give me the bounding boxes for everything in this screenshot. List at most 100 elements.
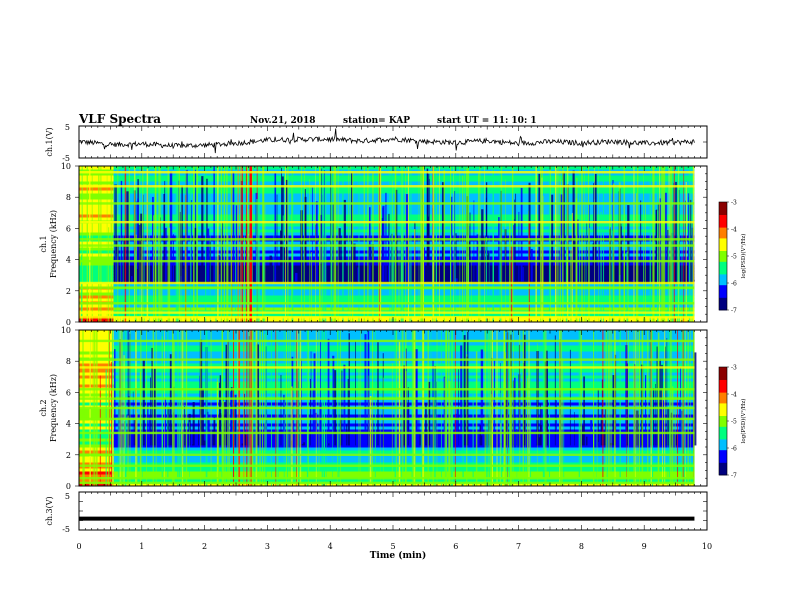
spectrum-streak (114, 184, 117, 282)
spectrum-band (113, 250, 695, 254)
spectrum-impulse (669, 390, 671, 486)
spectrum-impulse (588, 166, 589, 322)
colorbar-cell (719, 214, 727, 217)
ch3-ylabel: ch.3(V) (45, 496, 54, 525)
spectrum-band (79, 226, 114, 230)
spectrum-streak (256, 344, 259, 446)
colorbar-tick-label: -5 (731, 254, 737, 261)
spectrum-streak (656, 346, 658, 446)
spectrum-band (79, 247, 114, 251)
colorbar-cell (719, 299, 727, 302)
colorbar-cell (719, 453, 727, 456)
spectrum-impulse (209, 166, 211, 322)
colorbar-cell (719, 263, 727, 266)
spectrum-band (113, 459, 695, 463)
spectrum-impulse (405, 371, 407, 486)
spectrum-line (79, 238, 695, 241)
spectrum-impulse (380, 166, 382, 322)
spectrum-streak (311, 187, 313, 282)
colorbar-cell (719, 290, 727, 293)
colorbar-cell (719, 245, 727, 248)
spectrum-impulse (643, 166, 644, 322)
spectrum-impulse (421, 166, 423, 322)
spectrum-impulse (205, 166, 207, 322)
spectrum-streak (309, 379, 311, 446)
spectrum-impulse (562, 180, 564, 322)
spectrum-line (79, 477, 695, 480)
spectrum-impulse (262, 166, 264, 322)
spectrum-streak (213, 417, 216, 446)
spectrum-band (113, 307, 695, 311)
y-tick-label: 2 (66, 451, 71, 460)
spectrum-streak (560, 194, 563, 282)
spectrum-streak (435, 381, 437, 446)
cbar2-colorbar: -3 -4 -5 -6 -7 log(PSD)(V²/Hz) (718, 365, 747, 480)
spectrum-band (113, 289, 695, 293)
spectrum-line (79, 464, 695, 467)
spectrum-band (113, 351, 695, 355)
y-tick-label: 8 (66, 357, 71, 366)
colorbar-cell (719, 385, 727, 388)
spectrum-streak (574, 412, 575, 446)
spectrum-band (113, 190, 695, 194)
spectrum-impulse (128, 166, 130, 322)
spectrum-impulse (681, 166, 683, 322)
spectrum-streak (219, 274, 220, 282)
spectrum-streak (555, 400, 557, 446)
spectrum-impulse (500, 393, 503, 486)
spectrum-streak (640, 200, 642, 282)
spectrum-impulse (141, 240, 142, 322)
spectrum-streak (164, 227, 167, 282)
spectrum-streak (181, 185, 183, 282)
spectrum-streak (206, 228, 210, 282)
colorbar-cell (719, 401, 727, 404)
x-tick-label: 3 (265, 542, 270, 551)
spectrum-streak (232, 171, 235, 282)
colorbar-cell (719, 383, 727, 386)
spectrum-impulse (609, 166, 611, 322)
spectrum-streak (530, 249, 533, 282)
spectrum-streak (150, 377, 151, 446)
ch2-spec-ylabel-line1: ch.2 (39, 399, 48, 416)
colorbar-cell (719, 239, 727, 242)
spectrum-streak (285, 179, 288, 282)
spectrum-streak (680, 367, 681, 446)
spectrum-streak (369, 207, 371, 282)
spectrum-impulse (190, 166, 192, 322)
spectrum-line (79, 431, 695, 435)
spectrum-impulse (108, 227, 110, 322)
spectrum-streak (593, 183, 594, 282)
spectrum-streak (515, 193, 517, 282)
spectrum-streak (191, 444, 194, 446)
spectrum-impulse (185, 166, 187, 322)
spectrum-impulse (400, 166, 403, 322)
colorbar-cell (719, 254, 727, 257)
spectrum-impulse (550, 166, 552, 322)
spectrum-streak (455, 278, 458, 282)
spectrum-impulse (672, 166, 674, 322)
spectrum-impulse (660, 166, 662, 322)
ch2-spec-ylabel-line2: Frequency (kHz) (49, 374, 58, 442)
spectrum-streak (479, 425, 481, 446)
spectrum-streak (686, 278, 689, 282)
colorbar-tick-label: -5 (731, 419, 737, 426)
y-tick-label: 10 (61, 162, 71, 171)
colorbar-cell (719, 229, 727, 232)
spectrum-impulse (248, 233, 249, 322)
spectrum-streak (288, 257, 291, 282)
spectrum-impulse (193, 166, 195, 322)
colorbar-cell (719, 297, 727, 300)
colorbar-cell (719, 265, 727, 268)
spectrum-impulse (81, 166, 83, 322)
spectrum-band (79, 295, 114, 299)
spectrum-impulse (284, 166, 286, 322)
spectrum-streak (353, 243, 356, 282)
spectrum-band (79, 289, 114, 293)
x-tick-label: 7 (516, 542, 521, 551)
spectrum-streak (455, 413, 457, 446)
spectrum-streak (164, 180, 166, 282)
spectrum-streak (222, 222, 223, 282)
spectrum-impulse (178, 166, 180, 322)
p1ticks-xticks (78, 125, 708, 159)
spectrum-impulse (227, 235, 229, 322)
